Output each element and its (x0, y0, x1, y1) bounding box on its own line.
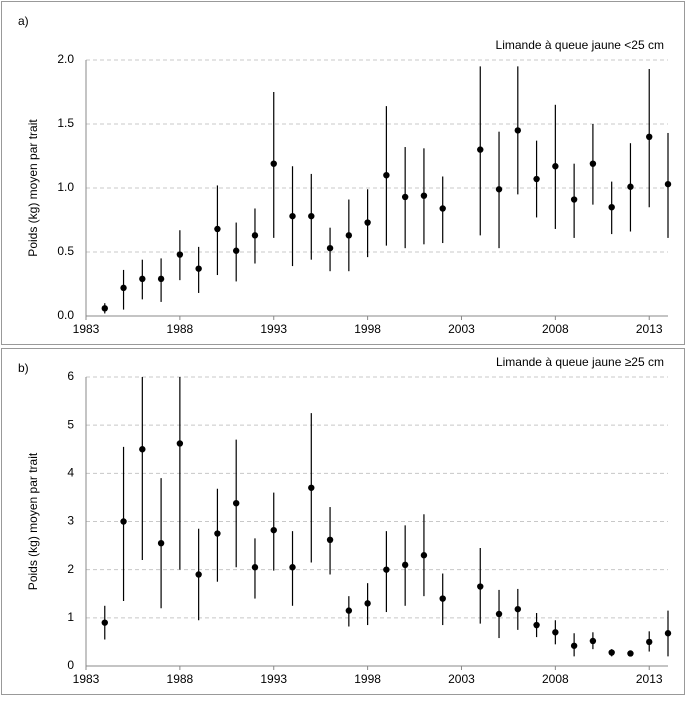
y-axis-label: Poids (kg) moyen par trait (26, 119, 40, 257)
point (664, 630, 672, 637)
point (627, 183, 634, 190)
point (120, 284, 127, 292)
point (608, 649, 615, 656)
x-tick-label: 2013 (636, 322, 663, 336)
x-tick-label: 1988 (167, 322, 194, 336)
point (570, 642, 578, 649)
point (477, 146, 484, 153)
point (646, 133, 653, 140)
point (608, 204, 615, 211)
point (383, 566, 390, 573)
y-tick-label: 1.5 (57, 116, 74, 130)
point (627, 650, 634, 657)
x-tick-label: 2003 (448, 322, 475, 336)
point (570, 196, 578, 203)
y-tick-label: 1.0 (57, 180, 74, 194)
y-tick-label: 3 (67, 514, 74, 528)
x-tick-label: 1998 (354, 672, 381, 686)
point (289, 212, 296, 220)
point (552, 163, 559, 170)
x-tick-label: 2008 (542, 672, 569, 686)
panel-label: a) (18, 14, 29, 28)
point (139, 446, 146, 453)
point (120, 518, 127, 525)
point (664, 180, 672, 188)
point (345, 607, 353, 614)
point (401, 193, 409, 201)
point (533, 621, 540, 629)
panel-frame (1, 348, 685, 695)
x-tick-label: 1998 (354, 322, 381, 336)
point (157, 539, 165, 547)
panel-label: b) (18, 361, 29, 375)
point (232, 247, 240, 254)
point (176, 251, 184, 258)
point (439, 595, 446, 602)
point (495, 186, 503, 193)
point (589, 637, 597, 645)
annotation: Limande à queue jaune ≥25 cm (496, 355, 664, 369)
point (514, 127, 522, 134)
x-tick-label: 1988 (167, 672, 194, 686)
point (251, 564, 259, 571)
y-tick-label: 5 (67, 417, 74, 431)
point (157, 275, 165, 283)
point (214, 530, 221, 537)
annotation: Limande à queue jaune <25 cm (496, 38, 664, 52)
y-tick-label: 6 (67, 369, 74, 383)
point (477, 583, 484, 590)
y-tick-label: 0.0 (57, 308, 74, 322)
y-tick-label: 4 (67, 466, 74, 480)
y-tick-label: 1 (67, 610, 74, 624)
point (420, 192, 428, 199)
point (326, 536, 334, 544)
y-tick-label: 0 (67, 658, 74, 672)
point (552, 629, 559, 636)
y-axis-label: Poids (kg) moyen par trait (26, 452, 40, 590)
x-tick-label: 1993 (260, 322, 287, 336)
point (646, 638, 653, 646)
panel-frame (1, 1, 685, 345)
x-tick-label: 2013 (636, 672, 663, 686)
y-tick-label: 2 (67, 562, 74, 576)
point (326, 244, 334, 252)
x-tick-label: 1993 (260, 672, 287, 686)
point (533, 175, 540, 183)
point (308, 212, 315, 220)
point (514, 605, 522, 613)
point (364, 219, 371, 226)
point (420, 552, 428, 559)
x-tick-label: 2003 (448, 672, 475, 686)
y-tick-label: 2.0 (57, 52, 74, 66)
x-tick-label: 1983 (73, 322, 100, 336)
point (589, 160, 597, 167)
point (289, 564, 296, 571)
point (308, 484, 315, 491)
point (251, 232, 259, 239)
point (270, 526, 277, 534)
point (101, 619, 108, 626)
point (195, 265, 202, 272)
point (364, 600, 371, 607)
x-tick-label: 1983 (73, 672, 100, 686)
point (101, 305, 108, 312)
point (214, 225, 221, 233)
point (176, 440, 184, 447)
point (232, 499, 240, 507)
point (270, 160, 277, 167)
point (139, 275, 146, 283)
x-tick-label: 2008 (542, 322, 569, 336)
point (401, 561, 409, 569)
point (495, 610, 503, 618)
y-tick-label: 0.5 (57, 244, 74, 258)
point (439, 205, 446, 212)
point (195, 571, 202, 578)
point (383, 172, 390, 179)
point (345, 232, 353, 239)
